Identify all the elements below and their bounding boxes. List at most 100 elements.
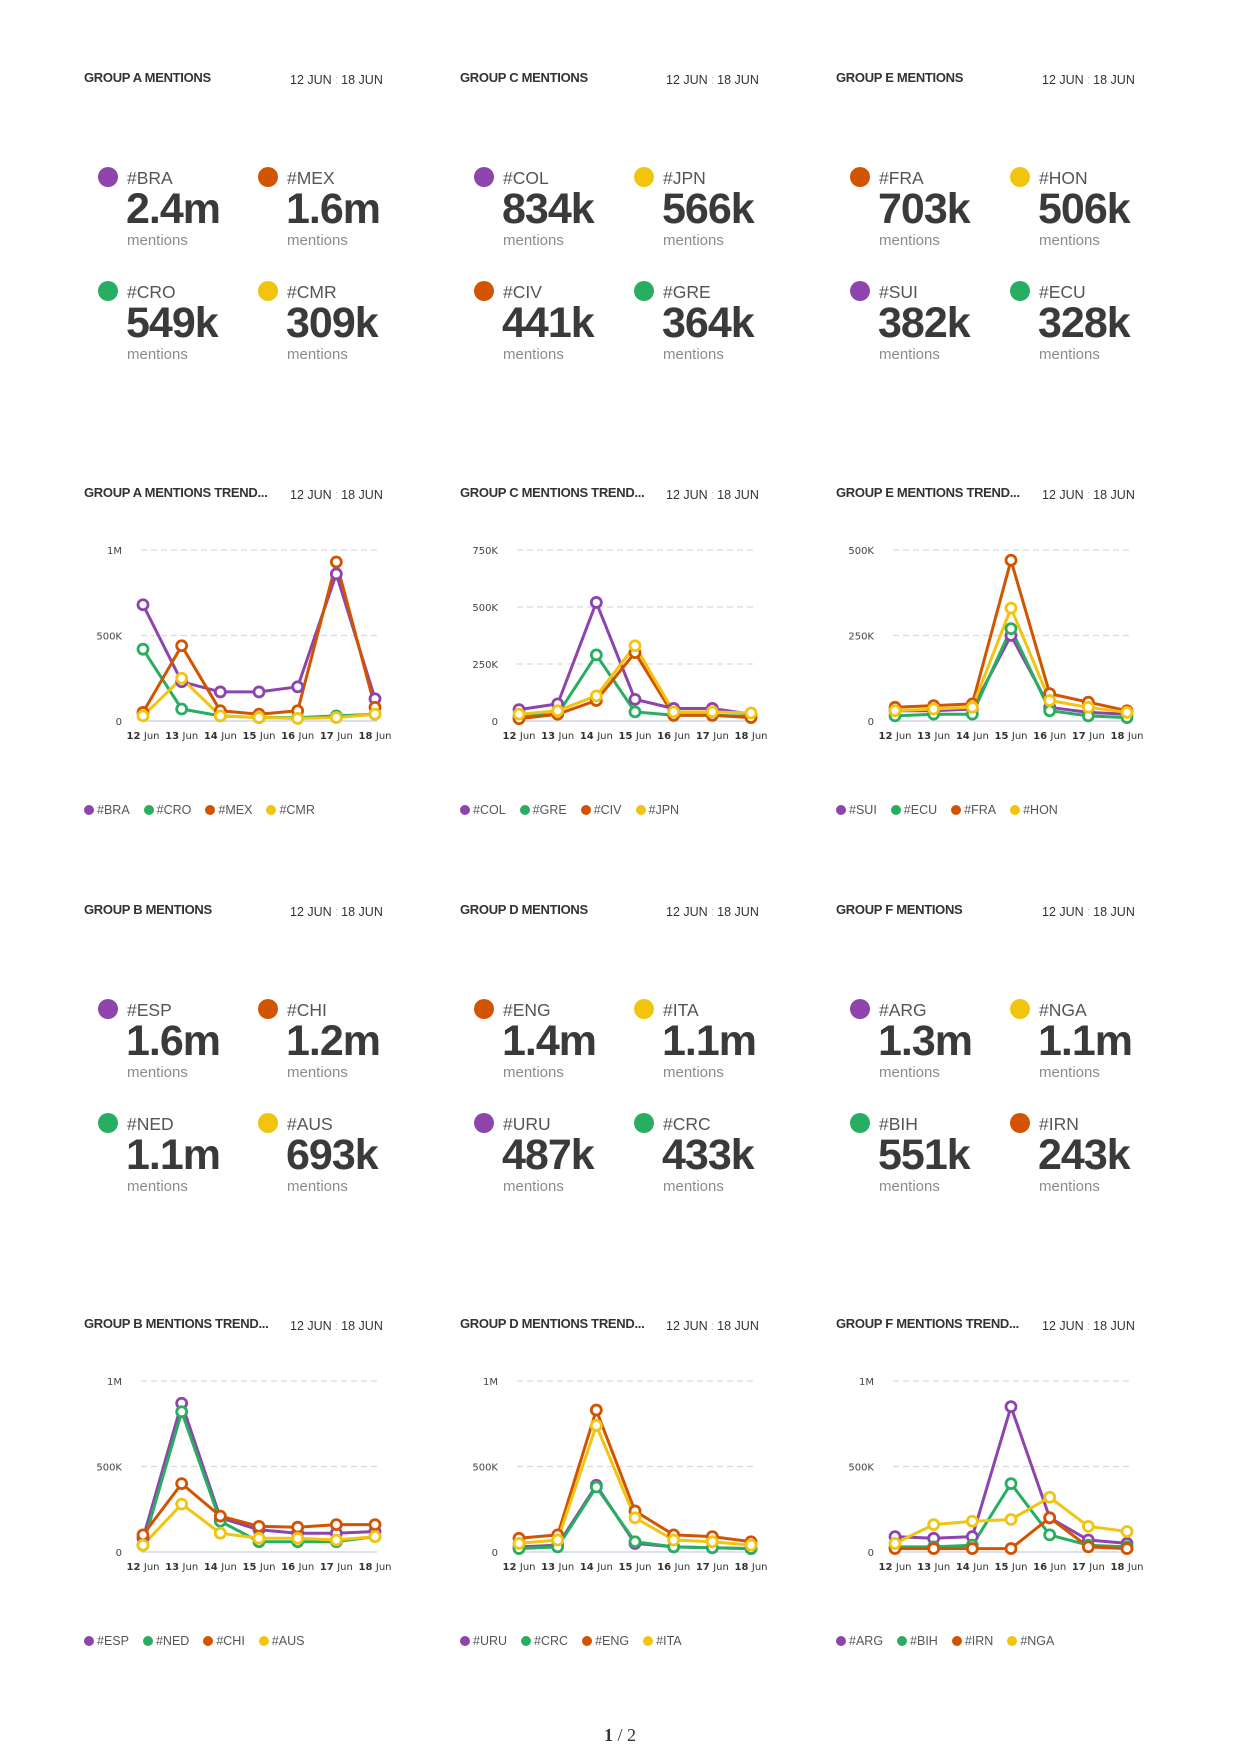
date-from: 12 JUN [290, 905, 332, 919]
mention-count: 551k [878, 1131, 971, 1179]
data-point-aus [368, 1530, 382, 1544]
legend-swatch [460, 805, 470, 815]
panel-header: GROUP C MENTIONS 12 JUN:18 JUN [460, 70, 790, 90]
mentions-panel-group-c: GROUP C MENTIONS 12 JUN:18 JUN #COL 834k men… [460, 70, 790, 363]
x-tick-label: 12 Jun [502, 731, 535, 742]
data-point-nga [927, 1518, 941, 1532]
date-to: 18 JUN [1093, 73, 1135, 87]
team-hashtag: #JPN [663, 168, 706, 188]
data-point-mex [175, 639, 189, 653]
x-tick-label: 17 Jun [1072, 1562, 1105, 1573]
data-point-cmr [291, 712, 305, 725]
data-point-nga [888, 1537, 902, 1550]
mention-count: 1.4m [502, 1017, 597, 1065]
data-point-nga [1120, 1525, 1134, 1538]
legend-item: #ENG [582, 1634, 629, 1648]
mentions-panel-group-f: GROUP F MENTIONS 12 JUN:18 JUN #ARG 1.3m men… [836, 902, 1166, 1195]
data-point-chi [136, 1528, 150, 1542]
panel-header: GROUP C MENTIONS TREND... 12 JUN:18 JUN [460, 485, 790, 505]
x-tick-label: 12 Jun [878, 731, 911, 742]
legend-swatch [1007, 1636, 1018, 1646]
date-to: 18 JUN [717, 905, 759, 919]
legend-label: #NGA [1020, 1634, 1055, 1648]
legend-item: #CIV [580, 803, 622, 817]
chart-legend: #COL #GRE #CIV #JPN [460, 803, 693, 817]
team-color-dot [258, 1113, 278, 1133]
legend-item: #SUI [836, 803, 877, 817]
team-hashtag: #HON [1039, 168, 1088, 188]
team-stat: #ARG 1.3m mentions [836, 997, 1006, 1097]
date-separator: : [1086, 73, 1091, 87]
team-hashtag: #ESP [127, 1000, 172, 1020]
legend-label: #BRA [97, 803, 130, 817]
chart-legend: #ESP #NED #CHI #AUS [84, 1634, 318, 1648]
chart-legend: #URU #CRC #ENG #ITA [460, 1634, 696, 1648]
team-hashtag: #CMR [287, 282, 337, 302]
team-hashtag: #MEX [287, 168, 335, 188]
legend-item: #HON [1010, 803, 1058, 817]
legend-label: #AUS [271, 1634, 305, 1648]
panel-title: GROUP D MENTIONS [460, 902, 588, 917]
legend-item: #COL [460, 803, 506, 817]
data-point-jpn [589, 689, 603, 703]
data-point-ita [512, 1537, 526, 1550]
y-tick-label: 750K [472, 546, 498, 557]
data-point-cmr [252, 711, 266, 724]
legend-swatch [897, 1636, 908, 1646]
data-point-irn [1120, 1542, 1134, 1555]
date-to: 18 JUN [341, 1319, 383, 1333]
panel-header: GROUP A MENTIONS 12 JUN:18 JUN [84, 70, 414, 90]
legend-item: #CHI [203, 1634, 245, 1648]
data-point-jpn [667, 705, 681, 719]
x-tick-label: 16 Jun [657, 1562, 690, 1573]
team-stat: #COL 834k mentions [460, 165, 630, 265]
chart-legend: #SUI #ECU #FRA #HON [836, 803, 1072, 817]
team-hashtag: #ARG [879, 1000, 927, 1020]
team-stat: #IRN 243k mentions [996, 1111, 1166, 1211]
team-hashtag: #CHI [287, 1000, 327, 1020]
mention-count: 487k [502, 1131, 595, 1179]
x-tick-label: 18 Jun [1110, 1562, 1143, 1573]
mention-count: 1.6m [126, 1017, 221, 1065]
page-current: 1 [603, 1725, 613, 1745]
y-tick-label: 250K [848, 632, 874, 643]
y-tick-label: 0 [116, 717, 122, 728]
team-color-dot [258, 281, 278, 301]
mentions-panel-group-e: GROUP E MENTIONS 12 JUN:18 JUN #FRA 703k men… [836, 70, 1166, 363]
legend-label: #ESP [97, 1634, 129, 1648]
legend-item: #CRO [143, 803, 191, 817]
legend-swatch [836, 1636, 846, 1646]
y-tick-label: 1M [859, 1377, 874, 1388]
date-range: 12 JUN:18 JUN [666, 905, 759, 919]
date-range: 12 JUN:18 JUN [666, 1319, 759, 1333]
data-point-irn [1043, 1511, 1057, 1525]
y-tick-label: 500K [848, 546, 874, 557]
team-stat: #CRC 433k mentions [620, 1111, 790, 1211]
team-color-dot [634, 1113, 654, 1133]
team-color-dot [634, 167, 654, 187]
x-tick-label: 16 Jun [281, 731, 314, 742]
legend-swatch [84, 1636, 94, 1646]
data-point-chi [252, 1519, 266, 1533]
data-point-nga [965, 1514, 979, 1528]
x-tick-label: 18 Jun [358, 1562, 391, 1573]
x-tick-label: 13 Jun [917, 1562, 950, 1573]
team-color-dot [850, 281, 870, 301]
date-separator: : [1086, 1319, 1091, 1333]
team-hashtag: #BRA [127, 168, 173, 188]
mention-count: 433k [662, 1131, 755, 1179]
data-point-nga [1081, 1519, 1095, 1533]
mention-count: 364k [662, 299, 755, 347]
data-point-ned [175, 1405, 189, 1419]
data-point-aus [175, 1497, 189, 1511]
data-point-cmr [136, 709, 150, 723]
panel-header: GROUP B MENTIONS 12 JUN:18 JUN [84, 902, 414, 922]
data-point-crc [628, 1535, 642, 1549]
date-from: 12 JUN [1042, 1319, 1084, 1333]
team-color-dot [98, 1113, 118, 1133]
team-stat: #CHI 1.2m mentions [244, 997, 414, 1097]
data-point-bra [136, 598, 150, 612]
x-tick-label: 17 Jun [696, 731, 729, 742]
date-range: 12 JUN:18 JUN [290, 1319, 383, 1333]
legend-label: #CHI [216, 1634, 245, 1648]
